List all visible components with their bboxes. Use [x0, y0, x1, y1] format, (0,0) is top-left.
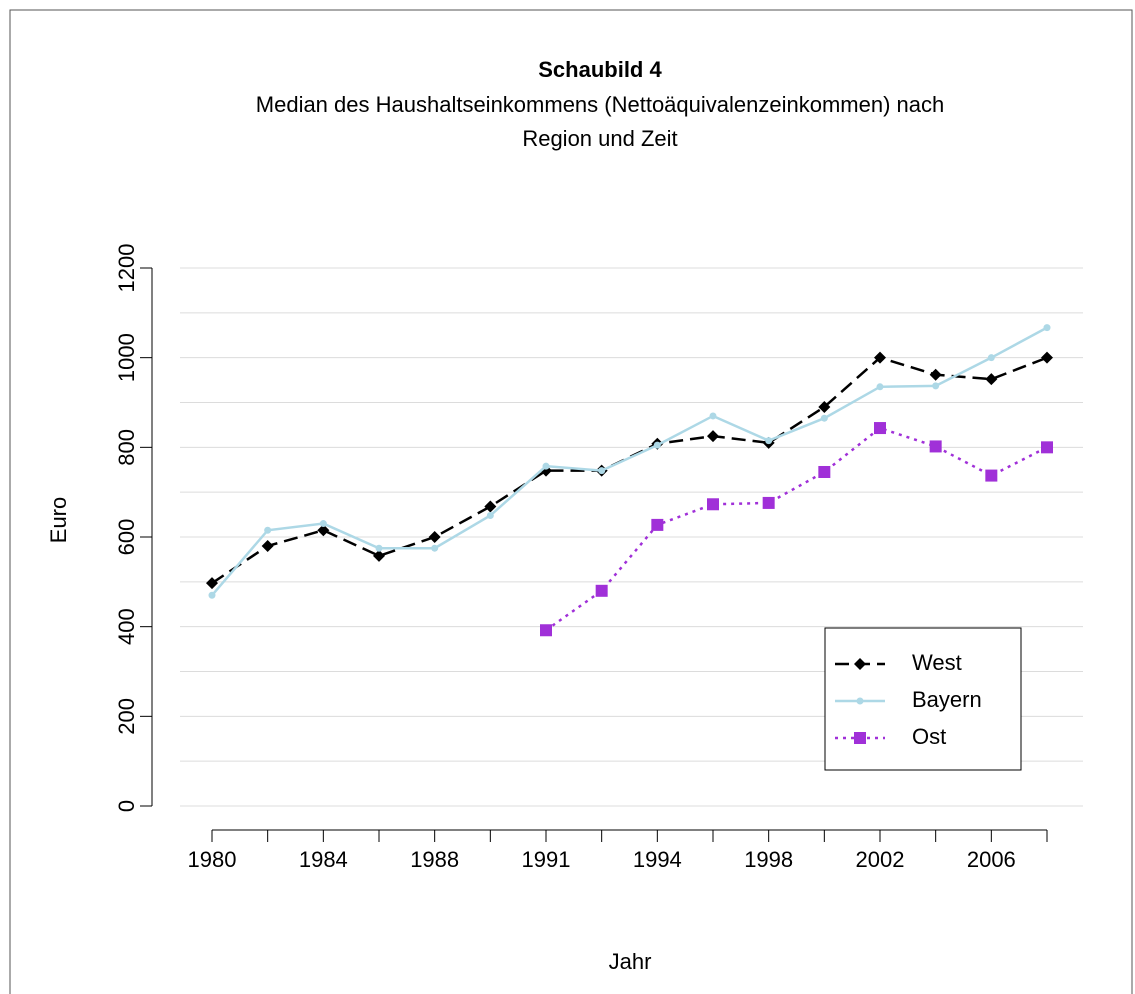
point: [653, 441, 661, 449]
legend-label: Ost: [912, 724, 946, 749]
y-tick-label: 800: [114, 429, 139, 466]
point: [818, 400, 831, 413]
point: [206, 577, 218, 590]
legend-marker: [854, 732, 866, 744]
series-line: [211, 326, 1048, 597]
point: [428, 531, 441, 543]
x-tick-label: 1998: [744, 847, 793, 872]
legend-marker: [854, 658, 866, 670]
y-tick-label: 200: [114, 698, 139, 735]
point: [1041, 351, 1053, 364]
x-tick-label: 1980: [188, 847, 237, 872]
y-tick-label: 1000: [114, 333, 139, 382]
point: [1041, 441, 1053, 454]
point: [707, 430, 719, 443]
point: [874, 422, 886, 435]
point: [375, 544, 383, 552]
frame: [9, 9, 1133, 994]
y-tick-label: 0: [114, 800, 139, 812]
x-tick-label: 1984: [299, 847, 348, 872]
point: [932, 382, 940, 390]
point: [1043, 324, 1051, 332]
point: [317, 524, 330, 537]
series-line: [211, 356, 1048, 585]
chart-subtitle: Region und Zeit: [522, 126, 677, 151]
point: [707, 498, 719, 511]
chart-title: Schaubild 4: [538, 57, 662, 82]
point: [818, 465, 831, 478]
point: [595, 584, 608, 597]
point: [876, 383, 884, 391]
point: [820, 414, 828, 422]
point: [264, 526, 272, 534]
y-axis-label: Euro: [46, 497, 71, 543]
point: [261, 539, 274, 552]
chart-subtitle: Median des Haushaltseinkommens (Nettoäqu…: [256, 92, 944, 117]
point: [709, 412, 717, 420]
point: [319, 520, 327, 528]
point: [762, 496, 775, 509]
point: [540, 624, 552, 637]
point: [208, 591, 216, 599]
point: [598, 467, 606, 475]
point: [431, 544, 439, 552]
point: [985, 469, 998, 482]
point: [985, 373, 998, 386]
legend-label: West: [912, 650, 962, 675]
x-tick-label: 1994: [633, 847, 682, 872]
y-tick-label: 1200: [114, 244, 139, 293]
point: [373, 549, 385, 562]
point: [765, 437, 773, 445]
x-axis-label: Jahr: [609, 949, 652, 974]
point: [651, 518, 664, 531]
point: [929, 440, 942, 453]
y-tick-label: 400: [114, 608, 139, 645]
point: [542, 462, 550, 470]
x-tick-label: 1991: [522, 847, 571, 872]
point: [484, 500, 497, 513]
x-tick-label: 1988: [410, 847, 459, 872]
point: [874, 351, 886, 364]
x-tick-label: 2006: [967, 847, 1016, 872]
x-tick-label: 2002: [856, 847, 905, 872]
point: [486, 511, 494, 519]
series-line: [545, 426, 1048, 632]
point: [929, 368, 942, 381]
y-tick-label: 600: [114, 519, 139, 556]
point: [987, 354, 995, 362]
legend-marker: [856, 697, 864, 705]
legend-label: Bayern: [912, 687, 982, 712]
